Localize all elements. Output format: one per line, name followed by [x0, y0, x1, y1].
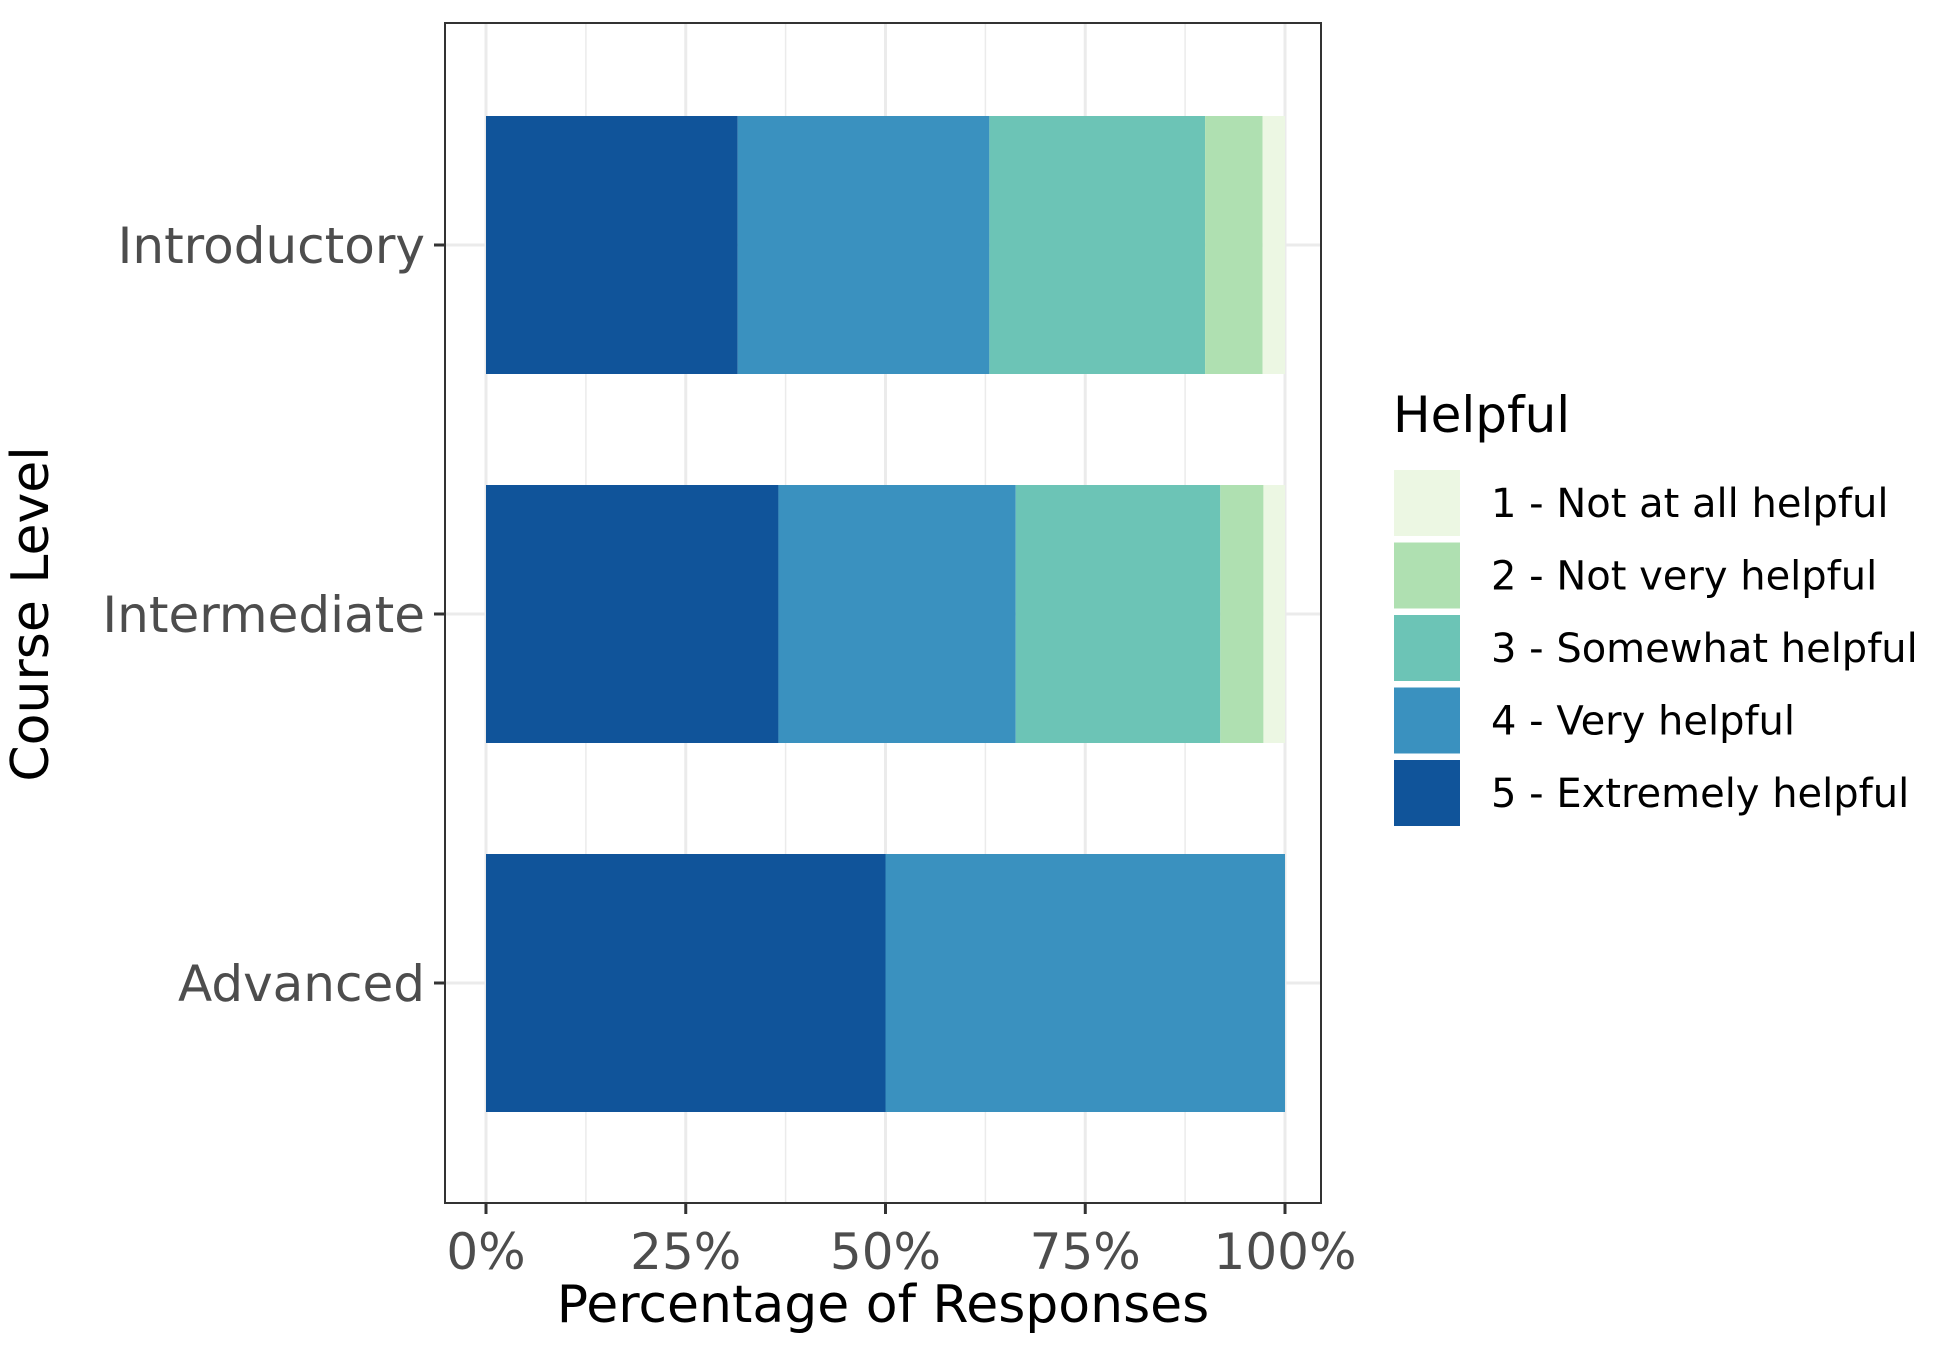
x-axis-title: Percentage of Responses	[557, 1275, 1210, 1335]
bar-segment	[737, 116, 990, 374]
x-tick-label: 50%	[830, 1223, 941, 1281]
legend-title: Helpful	[1393, 386, 1570, 444]
y-axis: Introductory Intermediate Advanced	[102, 217, 445, 1013]
x-axis: 0% 25% 50% 75% 100%	[446, 1203, 1356, 1281]
y-tick-label: Advanced	[178, 955, 425, 1013]
y-axis-title: Course Level	[1, 446, 61, 781]
legend-label: 5 - Extremely helpful	[1491, 771, 1909, 817]
y-tick-label: Introductory	[118, 217, 425, 275]
bar-segment	[1015, 485, 1221, 743]
x-tick-label: 75%	[1030, 1223, 1141, 1281]
bars	[486, 116, 1285, 1112]
legend-swatch	[1394, 760, 1460, 826]
x-tick-label: 100%	[1214, 1223, 1357, 1281]
bar-segment	[778, 485, 1016, 743]
legend-swatch	[1394, 470, 1460, 536]
x-tick-label: 25%	[630, 1223, 741, 1281]
bar-segment	[1205, 116, 1263, 374]
bar-segment	[885, 854, 1285, 1112]
bar-segment	[1220, 485, 1264, 743]
legend-swatch	[1394, 615, 1460, 681]
bar-segment	[1263, 485, 1285, 743]
legend-label: 4 - Very helpful	[1491, 699, 1795, 745]
y-tick-label: Intermediate	[102, 586, 425, 644]
bar-segment	[486, 854, 886, 1112]
legend-label: 1 - Not at all helpful	[1491, 481, 1888, 527]
bar-segment	[1262, 116, 1285, 374]
legend-label: 3 - Somewhat helpful	[1491, 626, 1918, 672]
legend-swatch	[1394, 542, 1460, 609]
bar-segment	[989, 116, 1206, 374]
x-tick-label: 0%	[446, 1223, 525, 1281]
bar-segment	[486, 485, 779, 743]
legend-label: 2 - Not very helpful	[1491, 554, 1877, 600]
bar-segment	[486, 116, 738, 374]
legend: Helpful 1 - Not at all helpful 2 - Not ve…	[1393, 386, 1918, 826]
legend-swatch	[1394, 687, 1460, 754]
